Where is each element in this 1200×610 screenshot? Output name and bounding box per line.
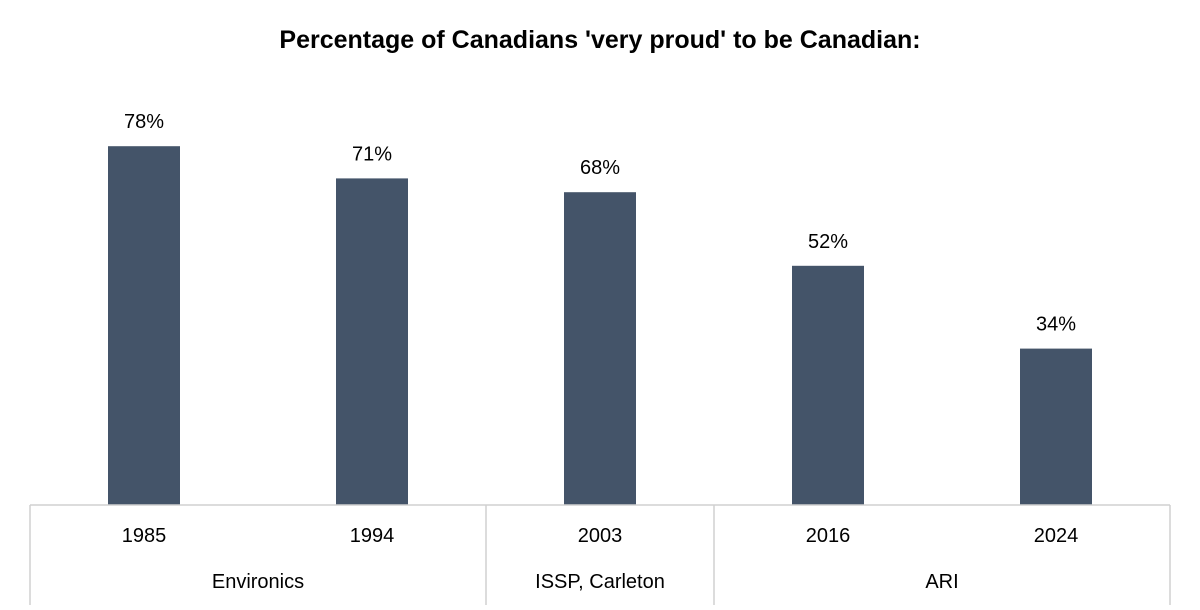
value-label-2024: 34% <box>1036 314 1076 336</box>
x-axis <box>29 504 1171 605</box>
bar-2003 <box>564 192 636 505</box>
x-tick-label-2016: 2016 <box>806 525 851 547</box>
bar-1985 <box>108 146 180 505</box>
value-label-2003: 68% <box>580 157 620 179</box>
value-labels-layer: 78% 71% 68% 52% 34% <box>124 111 1076 335</box>
group-label-0: Environics <box>212 571 304 593</box>
group-label-1: ISSP, Carleton <box>535 571 665 593</box>
group-label-2: ARI <box>925 571 958 593</box>
x-tick-label-1994: 1994 <box>350 525 395 547</box>
bar-2016 <box>792 265 864 505</box>
chart-title: Percentage of Canadians 'very proud' to … <box>279 26 920 54</box>
value-label-2016: 52% <box>808 231 848 253</box>
x-tick-label-1985: 1985 <box>122 525 167 547</box>
bar-2024 <box>1020 348 1092 505</box>
group-labels: Environics ISSP, Carleton ARI <box>212 571 959 593</box>
value-label-1985: 78% <box>124 111 164 133</box>
bars-layer <box>108 146 1092 505</box>
x-tick-labels: 1985 1994 2003 2016 2024 <box>122 525 1079 547</box>
x-tick-label-2024: 2024 <box>1034 525 1079 547</box>
x-tick-label-2003: 2003 <box>578 525 623 547</box>
bar-1994 <box>336 178 408 505</box>
value-label-1994: 71% <box>352 143 392 165</box>
